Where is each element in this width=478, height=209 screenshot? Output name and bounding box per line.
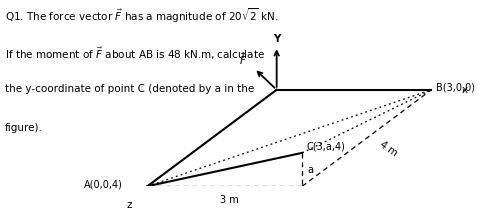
Text: $\vec{F}$: $\vec{F}$ xyxy=(239,52,247,68)
Text: 4 m: 4 m xyxy=(378,140,399,159)
Text: A(0,0,4): A(0,0,4) xyxy=(84,179,123,189)
Text: x: x xyxy=(462,85,468,95)
Text: Q1. The force vector $\vec{F}$ has a magnitude of 20$\sqrt{2}$ kN.: Q1. The force vector $\vec{F}$ has a mag… xyxy=(5,6,279,25)
Text: a: a xyxy=(308,164,314,175)
Text: z: z xyxy=(126,200,132,209)
Text: B(3,0,0): B(3,0,0) xyxy=(436,83,475,93)
Text: figure).: figure). xyxy=(5,123,43,133)
Text: the y-coordinate of point C (denoted by a in the: the y-coordinate of point C (denoted by … xyxy=(5,84,254,94)
Text: C(3,a,4): C(3,a,4) xyxy=(307,142,346,152)
Text: If the moment of $\vec{F}$ about AB is 48 kN.m, calculate: If the moment of $\vec{F}$ about AB is 4… xyxy=(5,45,265,62)
Text: Y: Y xyxy=(273,34,281,45)
Text: 3 m: 3 m xyxy=(220,195,239,205)
